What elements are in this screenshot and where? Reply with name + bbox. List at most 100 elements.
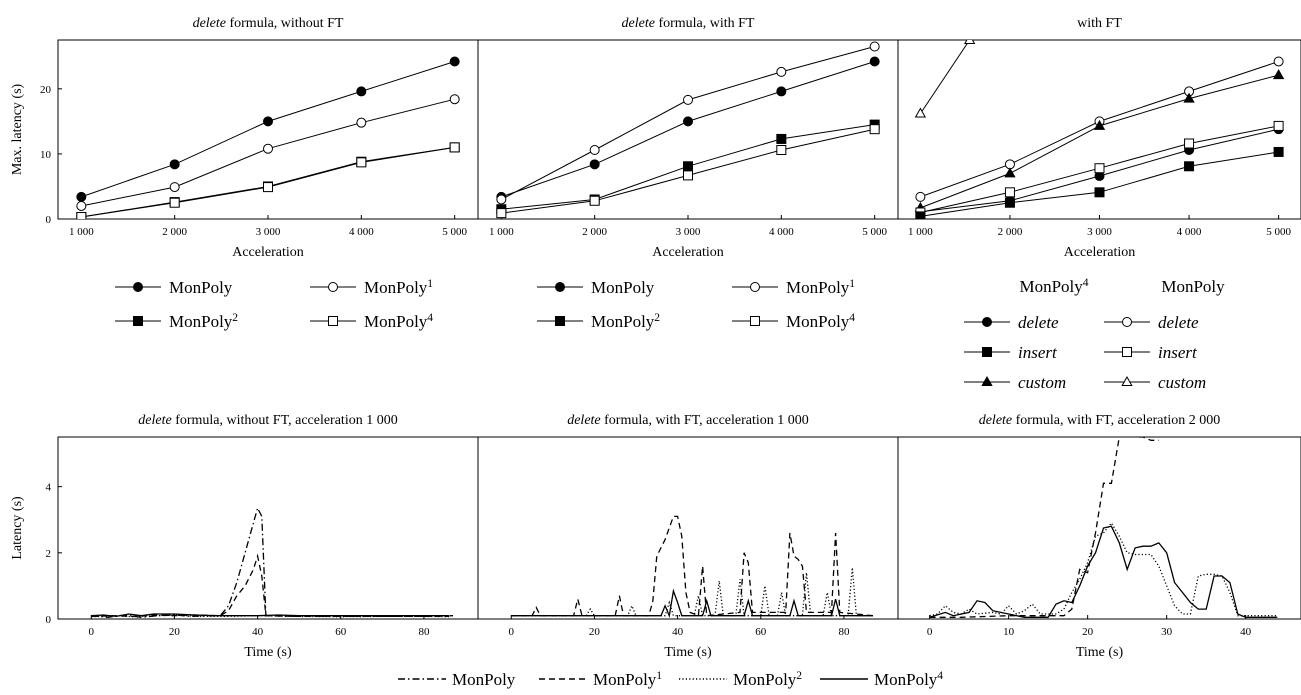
legend-marker (133, 316, 143, 326)
legend-marker (750, 316, 760, 326)
x-tick-label: 0 (89, 626, 95, 638)
legend-marker (328, 282, 338, 292)
data-point (589, 195, 600, 206)
data-point (1004, 187, 1015, 198)
x-tick-label: 0 (927, 626, 933, 638)
data-point (76, 191, 87, 202)
data-point (496, 208, 507, 219)
data-point (356, 117, 367, 128)
data-point (589, 159, 600, 170)
x-tick-label: 3 000 (676, 226, 701, 238)
chart-panel-3: with FT 1 000 2 000 3 000 4 000 5 000 Accelera… (897, 16, 1301, 260)
chart-title: delete formula, with FT (622, 16, 755, 31)
chart-title: delete formula, with FT, acceleration 2 … (979, 413, 1221, 428)
legend-label: MonPoly (591, 278, 655, 297)
x-tick-label: 2 000 (162, 226, 187, 238)
x-tick-label: 40 (672, 626, 684, 638)
data-point (449, 142, 460, 153)
plot-frame (57, 39, 479, 220)
legend-marker (555, 282, 565, 292)
legend-3: MonPoly4 MonPoly delete delete insert insert c… (964, 276, 1225, 392)
legend-label: MonPoly1 (364, 277, 433, 298)
data-point (1273, 120, 1284, 131)
x-tick-label: 40 (1240, 626, 1252, 638)
series-line (929, 525, 1278, 618)
x-axis-label: Time (s) (1076, 645, 1124, 660)
x-tick-label: 60 (335, 626, 347, 638)
data-point (869, 41, 880, 52)
data-point (914, 107, 927, 118)
x-axis-label: Acceleration (1064, 245, 1136, 260)
data-point (1184, 138, 1195, 149)
chart-title: with FT (1077, 16, 1122, 31)
data-point (683, 161, 693, 172)
x-axis-label: Time (s) (244, 645, 292, 660)
legend-label: MonPoly4 (874, 669, 943, 690)
data-point (776, 86, 787, 97)
y-axis-label: Max. latency (s) (10, 83, 25, 175)
data-point (915, 211, 926, 219)
series-line (81, 61, 455, 198)
x-tick-label: 20 (169, 626, 181, 638)
chart-title: delete formula, without FT (193, 16, 344, 31)
data-point (356, 157, 367, 168)
series-line (511, 567, 873, 617)
x-tick-label: 40 (252, 626, 264, 638)
data-point (776, 66, 787, 77)
data-point (1093, 119, 1106, 130)
data-point (869, 124, 880, 135)
series-line (920, 151, 1279, 217)
series-line (919, 40, 971, 114)
legend-marker (555, 316, 565, 326)
legend-header: MonPoly (1161, 277, 1225, 296)
series-group (496, 41, 880, 219)
legend-marker (750, 282, 760, 292)
data-point (1184, 161, 1195, 172)
data-point (356, 86, 367, 97)
data-point (869, 56, 880, 67)
series-group (511, 515, 874, 619)
data-point (1183, 92, 1195, 103)
legend-marker (982, 317, 992, 327)
legend-marker (133, 282, 143, 292)
legend-label: MonPoly4 (364, 311, 433, 332)
x-tick-label: 20 (589, 626, 601, 638)
data-point (683, 116, 693, 127)
data-point (589, 145, 600, 156)
x-tick-label: 0 (509, 626, 515, 638)
legend-marker (1121, 375, 1133, 386)
series-line (511, 515, 874, 617)
y-tick-label: 0 (46, 614, 52, 626)
legend-marker (982, 347, 992, 357)
data-point (963, 40, 976, 44)
x-axis-label: Acceleration (232, 245, 304, 260)
data-point (169, 182, 180, 193)
data-point (776, 133, 787, 144)
legend-bottom: MonPoly MonPoly1 MonPoly2 MonPoly4 (398, 669, 943, 690)
x-tick-label: 30 (1161, 626, 1173, 638)
legend-label: custom (1158, 373, 1206, 392)
y-tick-label: 2 (46, 548, 52, 560)
series-line (511, 588, 873, 619)
data-point (776, 145, 787, 156)
data-point (263, 116, 273, 127)
chart-panel-1: delete formula, without FT 1 000 2 000 3 00… (10, 16, 479, 260)
data-point (683, 170, 693, 181)
legend-label: MonPoly (169, 278, 233, 297)
series-line (91, 614, 449, 618)
x-tick-label: 1 000 (908, 226, 933, 238)
data-point (263, 143, 273, 154)
x-tick-label: 3 000 (1087, 226, 1112, 238)
series-group (76, 56, 460, 219)
plot-frame (57, 436, 479, 620)
legend-label: delete (1018, 313, 1059, 332)
x-tick-label: 5 000 (862, 226, 887, 238)
legend-label: insert (1018, 343, 1058, 362)
legend-label: custom (1018, 373, 1066, 392)
series-line (91, 613, 449, 618)
y-axis-label: Latency (s) (10, 496, 25, 560)
legend-label: MonPoly2 (733, 669, 802, 690)
data-point (1004, 167, 1016, 178)
y-tick-label: 4 (46, 482, 52, 494)
x-tick-label: 3 000 (256, 226, 281, 238)
